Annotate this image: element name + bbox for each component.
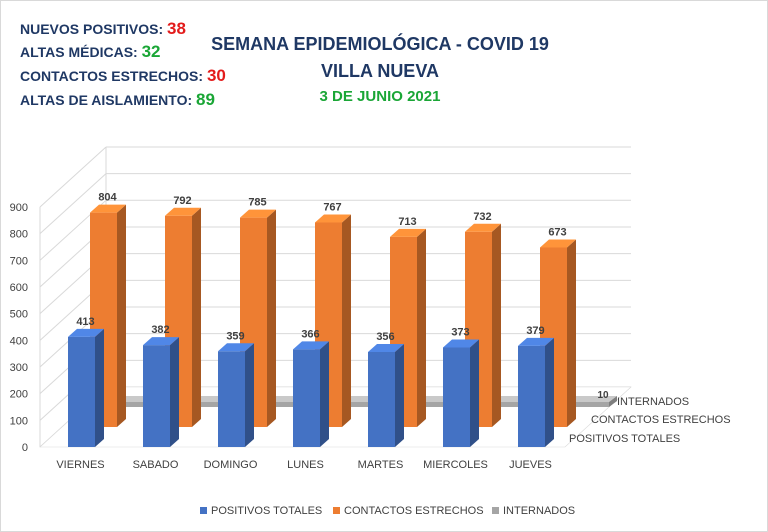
x-tick-label: MIERCOLES bbox=[423, 459, 488, 471]
data-label: 673 bbox=[548, 227, 566, 239]
bar-side bbox=[470, 339, 479, 447]
x-tick-label: SABADO bbox=[133, 459, 179, 471]
bar-top bbox=[540, 239, 576, 248]
bar-side bbox=[342, 214, 351, 427]
bar-top bbox=[368, 344, 404, 353]
x-tick-label: VIERNES bbox=[56, 459, 104, 471]
legend-label: CONTACTOS ESTRECHOS bbox=[344, 505, 484, 517]
depth-axis-label: POSITIVOS TOTALES bbox=[569, 433, 680, 445]
data-label: 767 bbox=[323, 201, 341, 213]
chart-title: SEMANA EPIDEMIOLÓGICA - COVID 19 bbox=[211, 34, 549, 54]
legend-label: INTERNADOS bbox=[503, 505, 576, 517]
data-label: 359 bbox=[226, 330, 244, 342]
stat-label: NUEVOS POSITIVOS: bbox=[20, 21, 164, 37]
bar-side bbox=[192, 207, 201, 427]
bar-side bbox=[95, 328, 104, 447]
y-tick-label: 700 bbox=[10, 255, 28, 267]
bar-side bbox=[492, 223, 501, 427]
stat-label: ALTAS MÉDICAS: bbox=[20, 44, 138, 60]
bar-side bbox=[567, 239, 576, 427]
data-label: 356 bbox=[376, 331, 394, 343]
y-tick-label: 300 bbox=[10, 362, 28, 374]
bar-front bbox=[68, 336, 95, 447]
data-label: 382 bbox=[151, 324, 169, 336]
y-tick-label: 0 bbox=[22, 442, 28, 454]
gridline-side bbox=[39, 146, 107, 208]
data-label: 785 bbox=[248, 197, 266, 209]
stat-value: 89 bbox=[196, 90, 215, 109]
stat-nuevos-positivos: NUEVOS POSITIVOS: 38 bbox=[20, 19, 186, 39]
legend-item-internados: INTERNADOS bbox=[492, 505, 575, 517]
legend-swatch bbox=[492, 507, 499, 514]
bar-top bbox=[443, 339, 479, 348]
bar-top bbox=[90, 204, 126, 213]
data-label: 713 bbox=[398, 216, 416, 228]
bar-top bbox=[218, 343, 254, 352]
bar-top bbox=[518, 337, 554, 346]
legend-label: POSITIVOS TOTALES bbox=[211, 505, 323, 517]
y-tick-label: 600 bbox=[10, 282, 28, 294]
bar-front bbox=[218, 351, 245, 447]
y-tick-label: 200 bbox=[10, 389, 28, 401]
bar-side bbox=[395, 344, 404, 447]
x-tick-label: DOMINGO bbox=[204, 459, 258, 471]
bar-top bbox=[68, 328, 104, 337]
bar-side bbox=[267, 209, 276, 427]
bar-top bbox=[293, 341, 329, 350]
data-label: 732 bbox=[473, 211, 491, 223]
bar-front bbox=[368, 352, 395, 447]
internados-ribbon-side bbox=[609, 396, 617, 407]
bar-top bbox=[390, 228, 426, 237]
depth-axis-label: INTERNADOS bbox=[617, 396, 689, 408]
stat-contactos-estrechos: CONTACTOS ESTRECHOS: 30 bbox=[20, 66, 226, 86]
y-tick-label: 100 bbox=[10, 415, 28, 427]
data-label: 804 bbox=[98, 192, 117, 204]
data-label: 366 bbox=[301, 328, 319, 340]
bar-top bbox=[465, 223, 501, 232]
chart-plot: 0 100 200 300 400 500 600 700 800 900 VIERNES SABAD… bbox=[10, 146, 731, 471]
y-tick-label: 500 bbox=[10, 309, 28, 321]
data-label-internados: 10 bbox=[597, 390, 609, 401]
bar-top bbox=[143, 337, 179, 346]
bar-side bbox=[245, 343, 254, 447]
data-label: 792 bbox=[173, 195, 191, 207]
bar-front bbox=[293, 349, 320, 447]
y-tick-label: 900 bbox=[10, 202, 28, 214]
data-label: 413 bbox=[76, 316, 94, 328]
stat-value: 30 bbox=[206, 66, 226, 85]
bar-front bbox=[143, 345, 170, 447]
bar-side bbox=[170, 337, 179, 447]
bar-side bbox=[320, 341, 329, 447]
gridline-side bbox=[39, 173, 107, 235]
bar-top bbox=[240, 209, 276, 218]
data-label: 379 bbox=[526, 325, 544, 337]
legend-swatch bbox=[200, 507, 207, 514]
bar-side bbox=[417, 228, 426, 427]
legend-item-contactos: CONTACTOS ESTRECHOS bbox=[333, 505, 484, 517]
y-tick-label: 800 bbox=[10, 229, 28, 241]
stat-value: 32 bbox=[141, 42, 161, 61]
bar-top bbox=[315, 214, 351, 223]
legend-item-positivos: POSITIVOS TOTALES bbox=[200, 505, 322, 517]
y-tick-label: 400 bbox=[10, 335, 28, 347]
x-tick-label: LUNES bbox=[287, 459, 324, 471]
bar-top bbox=[165, 207, 201, 216]
x-tick-label: MARTES bbox=[358, 459, 404, 471]
x-tick-label: JUEVES bbox=[509, 459, 552, 471]
stat-altas-aislamiento: ALTAS DE AISLAMIENTO: 89 bbox=[20, 90, 215, 110]
chart-subtitle: VILLA NUEVA bbox=[320, 61, 439, 81]
stat-value: 38 bbox=[167, 19, 186, 38]
bar-front bbox=[443, 347, 470, 447]
data-label: 373 bbox=[451, 327, 469, 339]
bar-side bbox=[117, 204, 126, 427]
stat-label: CONTACTOS ESTRECHOS: bbox=[20, 68, 204, 84]
bar-side bbox=[545, 337, 554, 447]
stat-label: ALTAS DE AISLAMIENTO: bbox=[20, 92, 193, 108]
stat-altas-medicas: ALTAS MÉDICAS: 32 bbox=[20, 42, 161, 62]
chart-date: 3 DE JUNIO 2021 bbox=[319, 88, 441, 105]
depth-axis-label: CONTACTOS ESTRECHOS bbox=[591, 414, 731, 426]
bar-front bbox=[518, 345, 545, 447]
legend-swatch bbox=[333, 507, 340, 514]
